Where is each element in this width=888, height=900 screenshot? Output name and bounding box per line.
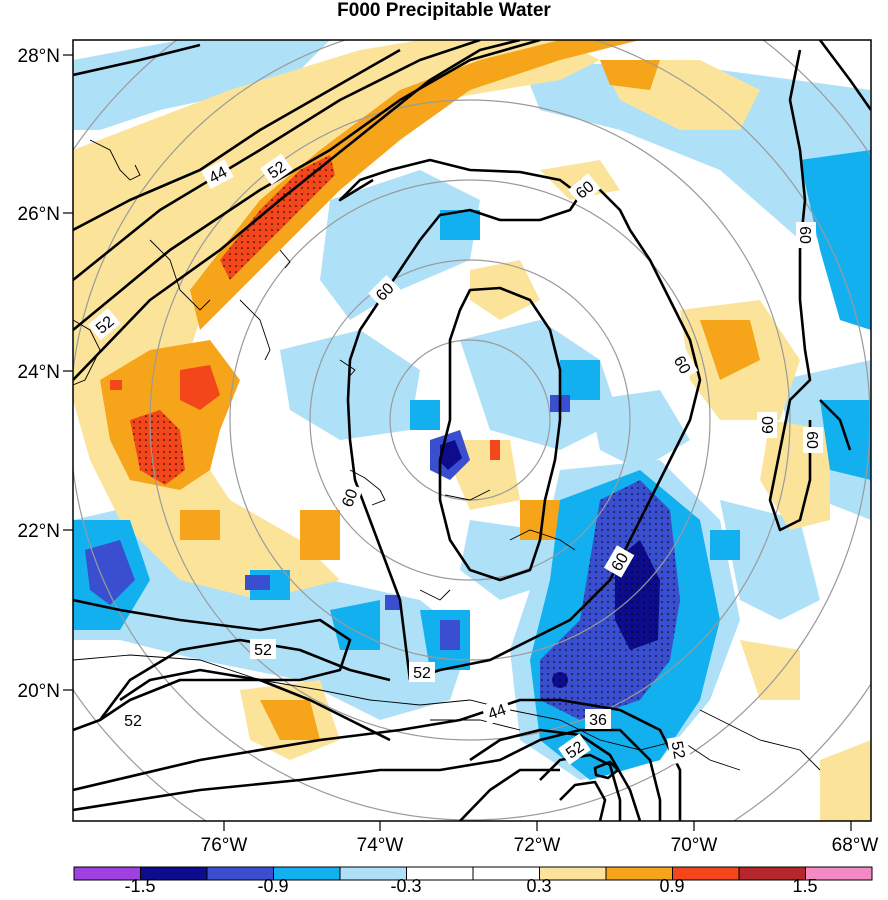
- contour-label: 52: [413, 665, 431, 682]
- lon-label: 74°W: [357, 835, 404, 856]
- lat-label: 26°N: [18, 204, 60, 225]
- contour-label: 60: [339, 487, 361, 510]
- plot-frame: [72, 39, 872, 822]
- contour-label: 52: [254, 642, 272, 659]
- contour-label: 60: [670, 353, 694, 377]
- colorbar-label: -0.3: [390, 876, 421, 896]
- lat-label: 22°N: [18, 521, 60, 542]
- colorbar-label: -0.9: [257, 876, 288, 896]
- map-title: F000 Precipitable Water: [337, 0, 551, 21]
- contour-label: 36: [589, 712, 607, 729]
- contour-label: 60: [609, 550, 633, 574]
- latitude-labels: 28°N 26°N 24°N 22°N 20°N: [18, 46, 60, 702]
- contour-label: 44: [486, 701, 509, 723]
- contour-label: 52: [668, 740, 688, 761]
- colorbar-label: 1.5: [792, 876, 817, 896]
- contours: [73, 40, 871, 821]
- axis-ticks: [63, 54, 852, 831]
- colorbar-label: 0.3: [526, 876, 551, 896]
- lat-label: 24°N: [18, 362, 60, 383]
- lon-label: 70°W: [671, 835, 718, 856]
- contour-label: 60: [796, 226, 813, 244]
- colorbar-swatch: [805, 866, 873, 881]
- contour-label: 60: [760, 416, 777, 434]
- lon-label: 72°W: [514, 835, 561, 856]
- lat-label: 20°N: [18, 681, 60, 702]
- contour-label: 52: [124, 713, 142, 730]
- longitude-labels: 76°W 74°W 72°W 70°W 68°W: [201, 835, 879, 856]
- lon-label: 76°W: [201, 835, 248, 856]
- lat-label: 28°N: [18, 46, 60, 67]
- colorbar-label: -1.5: [124, 876, 155, 896]
- contour-label: 44: [206, 164, 230, 187]
- colorbar-labels: -1.5 -0.9 -0.3 0.3 0.9 1.5: [124, 876, 817, 896]
- colorbar-label: 0.9: [659, 876, 684, 896]
- colorbar: [73, 866, 873, 881]
- lon-label: 68°W: [832, 835, 879, 856]
- contour-label: 60: [803, 431, 820, 449]
